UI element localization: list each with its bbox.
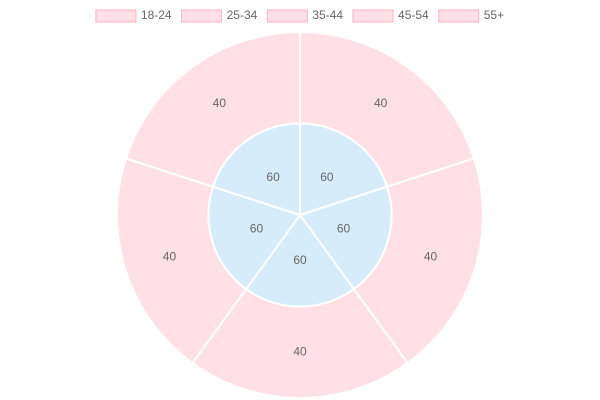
- value-label: 60: [337, 221, 351, 235]
- legend-label: 18-24: [141, 8, 172, 22]
- legend-item[interactable]: 18-24: [95, 8, 172, 23]
- legend-item[interactable]: 35-44: [266, 8, 343, 23]
- legend-item[interactable]: 45-54: [352, 8, 429, 23]
- legend-label: 25-34: [227, 8, 258, 22]
- legend-swatch: [352, 9, 394, 23]
- wedge: [211, 122, 301, 217]
- value-label: 60: [266, 170, 280, 184]
- value-label: 40: [213, 96, 227, 110]
- value-label: 40: [374, 96, 388, 110]
- legend-swatch: [95, 9, 137, 23]
- value-label: 60: [250, 221, 264, 235]
- wedge: [299, 122, 389, 217]
- value-label: 40: [293, 344, 307, 358]
- plot-area: 40 40 40 40 40 60 60 60 60 60: [116, 30, 484, 399]
- legend-item[interactable]: 55+: [438, 8, 504, 23]
- legend-swatch: [438, 9, 480, 23]
- value-label: 60: [320, 170, 334, 184]
- legend-swatch: [266, 9, 308, 23]
- value-label: 40: [163, 250, 177, 264]
- legend-label: 45-54: [398, 8, 429, 22]
- legend: 18-24 25-34 35-44 45-54 55+: [95, 8, 504, 23]
- legend-item[interactable]: 25-34: [181, 8, 258, 23]
- value-label: 40: [424, 250, 438, 264]
- value-label: 60: [293, 253, 307, 267]
- wedge: [207, 185, 302, 291]
- legend-swatch: [181, 9, 223, 23]
- wedge: [244, 213, 356, 308]
- wedge: [298, 185, 393, 291]
- legend-label: 55+: [484, 8, 504, 22]
- legend-label: 35-44: [312, 8, 343, 22]
